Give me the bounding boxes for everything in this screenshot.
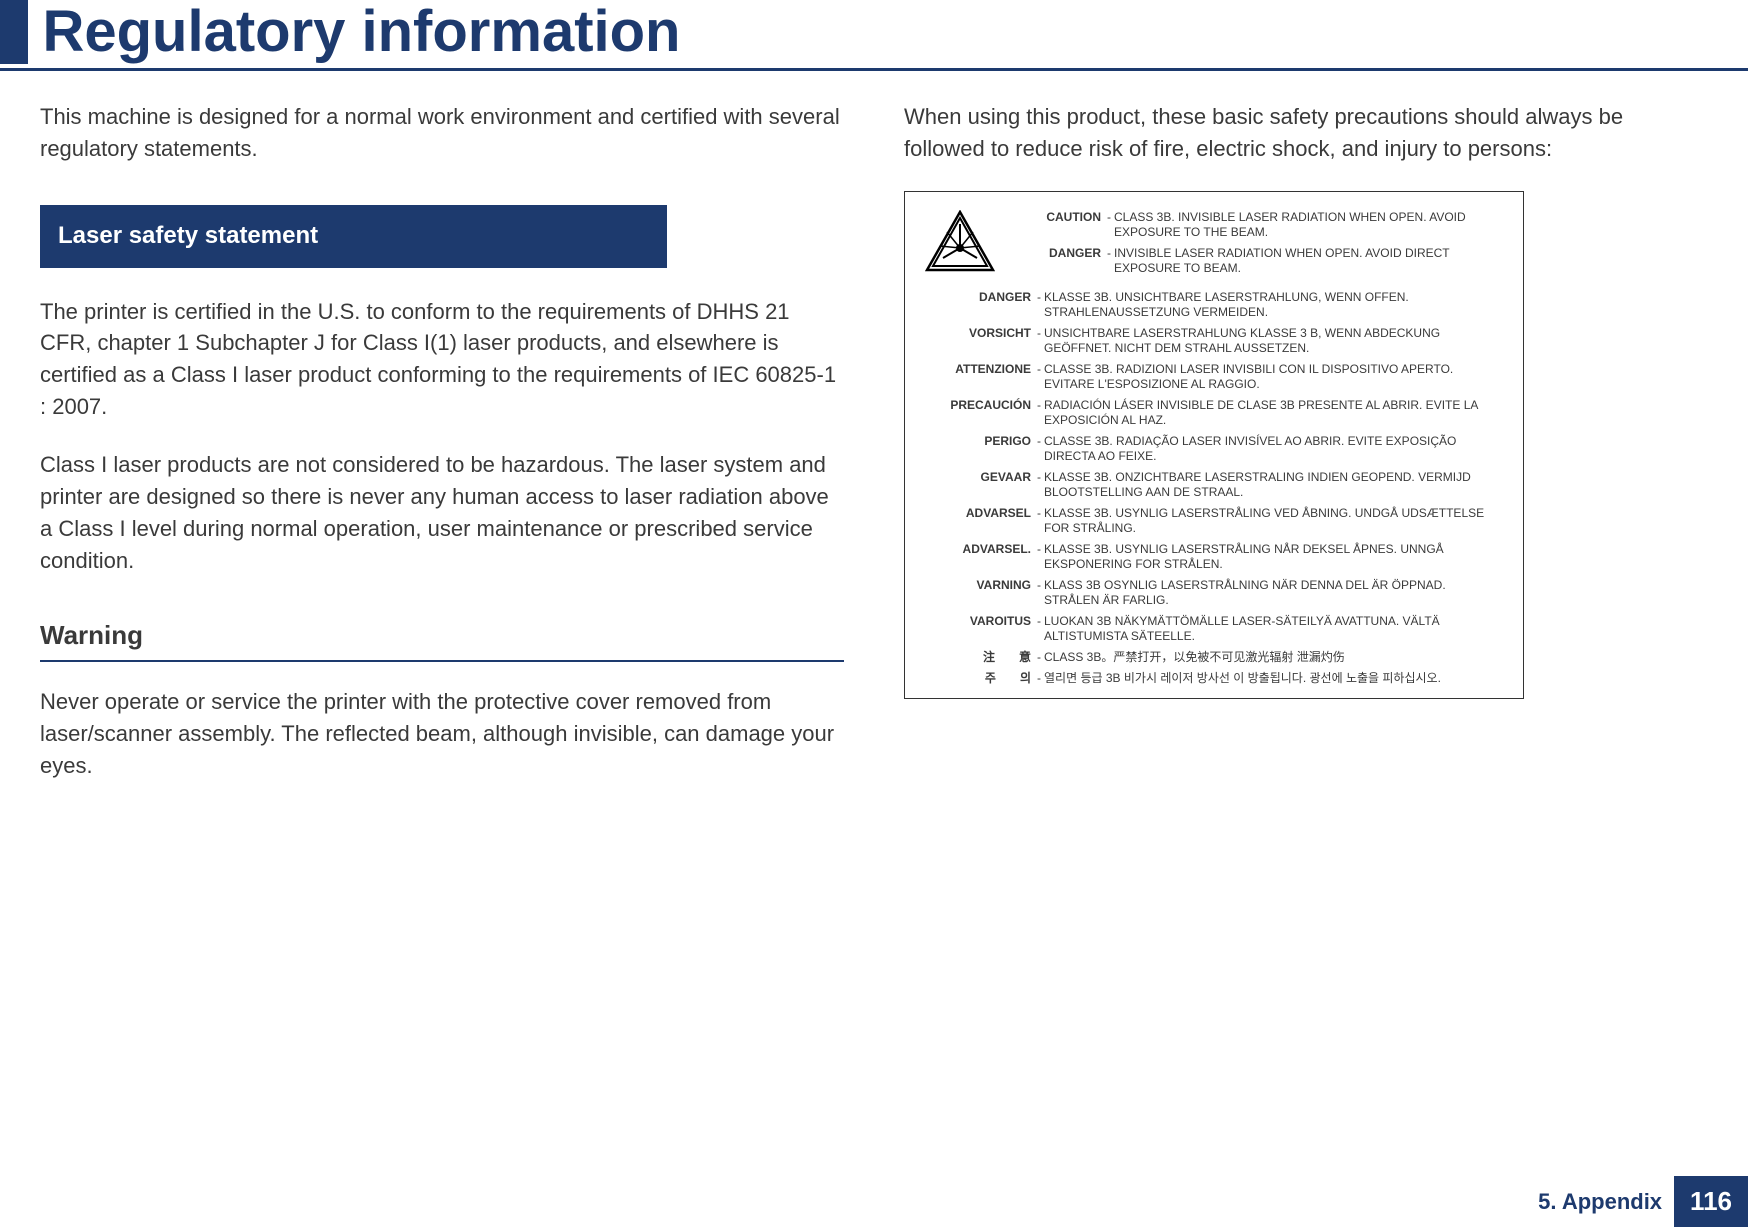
warning-language-key: 주 의	[925, 671, 1037, 686]
warning-dash: -	[1107, 210, 1114, 225]
laser-hazard-icon	[925, 210, 995, 274]
warning-dash: -	[1037, 578, 1044, 593]
warning-language-key: DANGER	[1011, 246, 1107, 261]
warning-dash: -	[1037, 398, 1044, 413]
warning-row: ATTENZIONE-CLASSE 3B. RADIZIONI LASER IN…	[925, 362, 1503, 392]
label-top-rows: CAUTION-CLASS 3B. INVISIBLE LASER RADIAT…	[1011, 210, 1503, 282]
warning-dash: -	[1107, 246, 1114, 261]
warning-text: UNSICHTBARE LASERSTRAHLUNG KLASSE 3 B, W…	[1044, 326, 1503, 356]
warning-text: KLASSE 3B. ONZICHTBARE LASERSTRALING IND…	[1044, 470, 1503, 500]
warning-language-key: PRECAUCIÓN	[925, 398, 1037, 413]
warning-dash: -	[1037, 362, 1044, 377]
left-column: This machine is designed for a normal wo…	[40, 101, 844, 808]
warning-row: VARNING-KLASS 3B OSYNLIG LASERSTRÅLNING …	[925, 578, 1503, 608]
label-top-section: CAUTION-CLASS 3B. INVISIBLE LASER RADIAT…	[925, 210, 1503, 282]
warning-dash: -	[1037, 434, 1044, 449]
warning-row: PERIGO-CLASSE 3B. RADIAÇÃO LASER INVISÍV…	[925, 434, 1503, 464]
right-column: When using this product, these basic saf…	[904, 101, 1708, 808]
warning-paragraph: Never operate or service the printer wit…	[40, 686, 844, 782]
warning-dash: -	[1037, 542, 1044, 557]
warning-text: CLASS 3B。严禁打开，以免被不可见激光辐射 泄漏灼伤	[1044, 650, 1503, 665]
warning-language-key: GEVAAR	[925, 470, 1037, 485]
warning-text: KLASSE 3B. USYNLIG LASERSTRÅLING VED ÅBN…	[1044, 506, 1503, 536]
warning-language-key: 注 意	[925, 650, 1037, 665]
warning-row: GEVAAR-KLASSE 3B. ONZICHTBARE LASERSTRAL…	[925, 470, 1503, 500]
warning-language-key: VAROITUS	[925, 614, 1037, 629]
warning-text: KLASSE 3B. UNSICHTBARE LASERSTRAHLUNG, W…	[1044, 290, 1503, 320]
warning-language-key: VORSICHT	[925, 326, 1037, 341]
page-footer: 5. Appendix 116	[1538, 1176, 1748, 1227]
warning-dash: -	[1037, 650, 1044, 665]
warning-row: DANGER-INVISIBLE LASER RADIATION WHEN OP…	[1011, 246, 1503, 276]
intro-paragraph: This machine is designed for a normal wo…	[40, 101, 844, 165]
section-header-laser: Laser safety statement	[40, 205, 667, 268]
warning-subheader: Warning	[40, 617, 844, 663]
warning-dash: -	[1037, 506, 1044, 521]
label-main-rows: DANGER-KLASSE 3B. UNSICHTBARE LASERSTRAH…	[925, 290, 1503, 686]
warning-text: RADIACIÓN LÁSER INVISIBLE DE CLASE 3B PR…	[1044, 398, 1503, 428]
warning-text: CLASSE 3B. RADIZIONI LASER INVISBILI CON…	[1044, 362, 1503, 392]
warning-text: 열리면 등급 3B 비가시 레이저 방사선 이 방출됩니다. 광선에 노출을 피…	[1044, 671, 1503, 686]
warning-text: KLASSE 3B. USYNLIG LASERSTRÅLING NÅR DEK…	[1044, 542, 1503, 572]
warning-dash: -	[1037, 290, 1044, 305]
warning-row: 주 의-열리면 등급 3B 비가시 레이저 방사선 이 방출됩니다. 광선에 노…	[925, 671, 1503, 686]
page-title: Regulatory information	[32, 0, 680, 64]
warning-row: CAUTION-CLASS 3B. INVISIBLE LASER RADIAT…	[1011, 210, 1503, 240]
warning-dash: -	[1037, 326, 1044, 341]
warning-text: LUOKAN 3B NÄKYMÄTTÖMÄLLE LASER-SÄTEILYÄ …	[1044, 614, 1503, 644]
warning-dash: -	[1037, 470, 1044, 485]
warning-language-key: DANGER	[925, 290, 1037, 305]
warning-row: ADVARSEL-KLASSE 3B. USYNLIG LASERSTRÅLIN…	[925, 506, 1503, 536]
warning-language-key: VARNING	[925, 578, 1037, 593]
warning-text: CLASS 3B. INVISIBLE LASER RADIATION WHEN…	[1114, 210, 1503, 240]
title-bar: Regulatory information	[0, 0, 1748, 71]
chapter-label: 5. Appendix	[1538, 1189, 1674, 1215]
warning-row: VORSICHT-UNSICHTBARE LASERSTRAHLUNG KLAS…	[925, 326, 1503, 356]
warning-row: 注 意-CLASS 3B。严禁打开，以免被不可见激光辐射 泄漏灼伤	[925, 650, 1503, 665]
warning-dash: -	[1037, 614, 1044, 629]
warning-row: DANGER-KLASSE 3B. UNSICHTBARE LASERSTRAH…	[925, 290, 1503, 320]
laser-paragraph-2: Class I laser products are not considere…	[40, 449, 844, 577]
warning-language-key: PERIGO	[925, 434, 1037, 449]
title-accent-bar	[0, 0, 28, 64]
warning-language-key: ADVARSEL	[925, 506, 1037, 521]
safety-intro: When using this product, these basic saf…	[904, 101, 1708, 165]
warning-language-key: ADVARSEL.	[925, 542, 1037, 557]
warning-language-key: ATTENZIONE	[925, 362, 1037, 377]
warning-row: ADVARSEL.-KLASSE 3B. USYNLIG LASERSTRÅLI…	[925, 542, 1503, 572]
warning-dash: -	[1037, 671, 1044, 686]
warning-language-key: CAUTION	[1011, 210, 1107, 225]
warning-text: INVISIBLE LASER RADIATION WHEN OPEN. AVO…	[1114, 246, 1503, 276]
warning-row: VAROITUS-LUOKAN 3B NÄKYMÄTTÖMÄLLE LASER-…	[925, 614, 1503, 644]
page-body: This machine is designed for a normal wo…	[0, 101, 1748, 808]
warning-text: CLASSE 3B. RADIAÇÃO LASER INVISÍVEL AO A…	[1044, 434, 1503, 464]
page-number: 116	[1674, 1176, 1748, 1227]
laser-paragraph-1: The printer is certified in the U.S. to …	[40, 296, 844, 424]
warning-text: KLASS 3B OSYNLIG LASERSTRÅLNING NÄR DENN…	[1044, 578, 1503, 608]
laser-warning-label: CAUTION-CLASS 3B. INVISIBLE LASER RADIAT…	[904, 191, 1524, 699]
warning-row: PRECAUCIÓN-RADIACIÓN LÁSER INVISIBLE DE …	[925, 398, 1503, 428]
